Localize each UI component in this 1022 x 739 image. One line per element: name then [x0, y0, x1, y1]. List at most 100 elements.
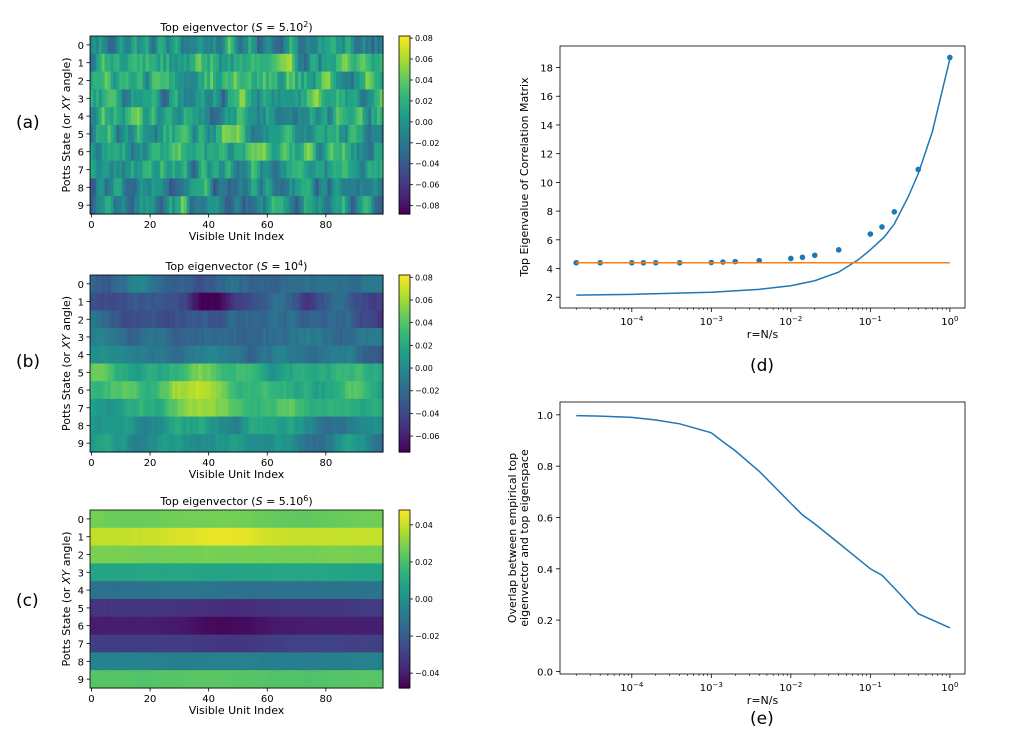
heatmap-cell: [177, 310, 182, 329]
heatmap-cell: [186, 581, 191, 600]
heatmap-cell: [330, 53, 334, 73]
heatmap-cell: [192, 616, 197, 636]
heatmap-cell: [166, 89, 170, 108]
heatmap-cell: [262, 107, 267, 126]
heatmap-cell: [166, 310, 170, 329]
heatmap-cell: [107, 89, 112, 108]
line-chart-e: 10−4 10−3 10−2 10−1 1000.00.20.40.60.81.0r=N…: [506, 401, 966, 707]
heatmap-cell: [136, 345, 141, 365]
heatmap-cell: [95, 310, 100, 329]
y-tick-label: 5: [78, 368, 84, 379]
heatmap-cell: [233, 652, 238, 671]
heatmap-cell: [224, 398, 229, 418]
heatmap-cell: [283, 563, 287, 582]
heatmap-cell: [271, 310, 276, 329]
heatmap-cell: [104, 434, 109, 453]
heatmap-cell: [324, 36, 328, 55]
heatmap-cell: [128, 363, 132, 382]
heatmap-cell: [131, 345, 135, 365]
heatmap-cell: [248, 434, 252, 453]
heatmap-cell: [295, 545, 299, 564]
heatmap-cell: [213, 581, 217, 600]
heatmap-cell: [128, 196, 132, 215]
heatmap-cell: [239, 142, 243, 162]
heatmap-cell: [95, 616, 100, 636]
heatmap-cell: [245, 616, 249, 636]
heatmap-cell: [177, 416, 182, 435]
heatmap-cell: [242, 634, 246, 653]
colorbar-segment: [399, 202, 410, 206]
colorbar-segment: [399, 637, 410, 642]
heatmap-cell: [259, 53, 264, 73]
heatmap-cell: [98, 545, 103, 564]
heatmap-cell: [169, 310, 173, 329]
heatmap-cell: [198, 381, 202, 400]
colorbar-segment: [399, 646, 410, 651]
heatmap-cell: [215, 670, 220, 689]
heatmap-cell: [201, 292, 205, 311]
heatmap-cell: [151, 89, 156, 108]
colorbar-segment: [399, 428, 410, 432]
heatmap-cell: [298, 36, 302, 55]
heatmap-cell: [227, 652, 232, 671]
heatmap-cell: [151, 107, 156, 126]
heatmap-cell: [133, 292, 138, 311]
heatmap-cell: [254, 178, 258, 197]
colorbar-segment: [399, 551, 410, 556]
heatmap-cell: [336, 670, 340, 689]
colorbar-segment: [399, 449, 410, 453]
heatmap-cell: [377, 599, 381, 618]
heatmap-cell: [283, 89, 287, 108]
heatmap-cell: [344, 670, 349, 689]
heatmap-cell: [90, 36, 94, 55]
heatmap-cell: [198, 53, 202, 73]
heatmap-cell: [353, 345, 358, 365]
heatmap-cell: [236, 398, 241, 418]
heatmap-cell: [347, 363, 352, 382]
heatmap-cell: [336, 107, 340, 126]
heatmap-cell: [347, 616, 352, 636]
colorbar-tick-label: −0.08: [415, 202, 440, 211]
heatmap-cell: [298, 178, 302, 197]
heatmap-cell: [183, 178, 188, 197]
heatmap-cell: [110, 510, 115, 529]
heatmap-cell: [128, 510, 132, 529]
heatmap-cell: [131, 160, 135, 179]
heatmap-cell: [169, 328, 173, 347]
heatmap-cell: [172, 398, 176, 418]
heatmap-cell: [90, 53, 94, 73]
heatmap-cell: [163, 670, 167, 689]
heatmap-cell: [265, 599, 270, 618]
heatmap-cell: [189, 160, 194, 179]
heatmap-cell: [254, 125, 258, 144]
heatmap-cell: [377, 142, 381, 162]
heatmap-cell: [257, 89, 261, 108]
heatmap-cell: [142, 381, 147, 400]
heatmap-cell: [330, 398, 334, 418]
heatmap-cell: [128, 310, 132, 329]
y-tick-label: 7: [78, 166, 84, 177]
heatmap-cell: [347, 634, 352, 653]
heatmap-cell: [353, 36, 358, 55]
heatmap-cell: [295, 398, 299, 418]
heatmap-cell: [262, 89, 267, 108]
heatmap-cell: [318, 510, 323, 529]
heatmap-cell: [224, 434, 229, 453]
x-tick-label: 10−1: [859, 315, 882, 328]
heatmap-cell: [160, 310, 164, 329]
heatmap-cell: [160, 381, 164, 400]
heatmap-cell: [339, 345, 343, 365]
heatmap-cell: [295, 381, 299, 400]
heatmap-cell: [268, 381, 273, 400]
heatmap-cell: [145, 345, 150, 365]
heatmap-cell: [380, 89, 384, 108]
colorbar-segment: [399, 339, 410, 344]
heatmap-cell: [224, 292, 229, 311]
colorbar-segment: [399, 416, 410, 421]
heatmap-cell: [110, 160, 115, 179]
heatmap-cell: [104, 36, 109, 55]
heatmap-cell: [230, 398, 235, 418]
heatmap-cell: [306, 71, 311, 90]
heatmap-cell: [227, 616, 232, 636]
heatmap-cell: [257, 142, 261, 162]
